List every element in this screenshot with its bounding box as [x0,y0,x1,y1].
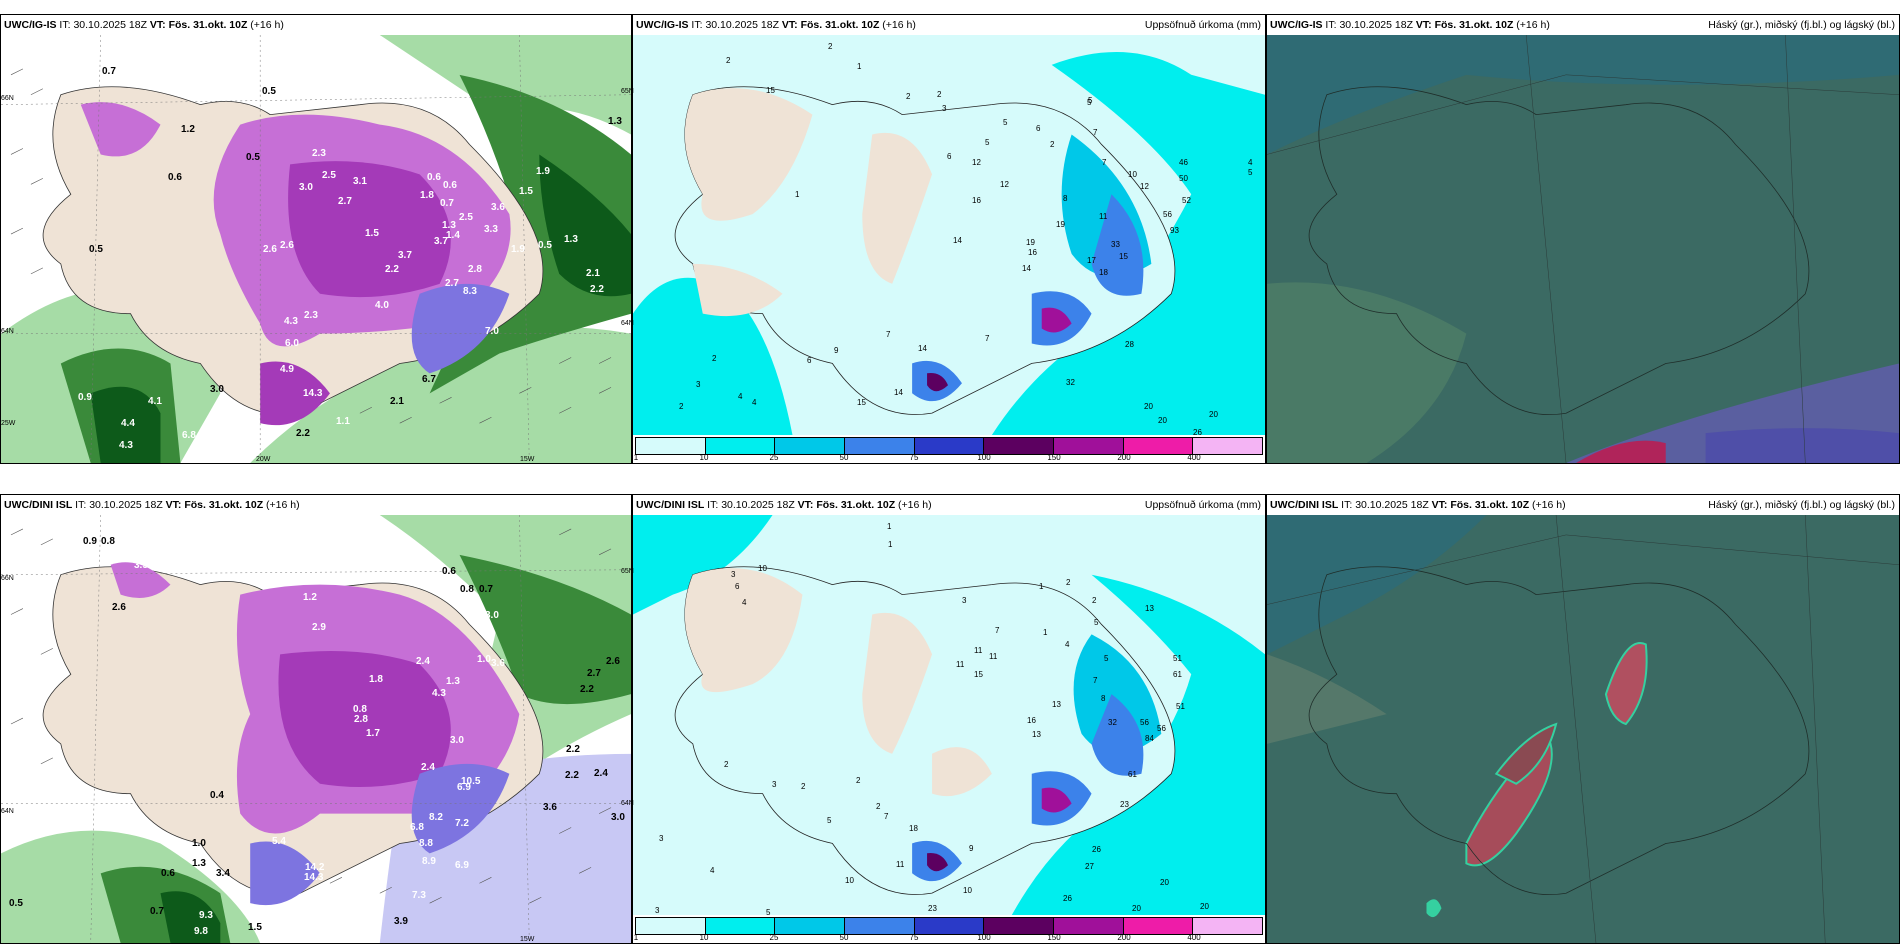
vt-label: VT: [797,499,814,511]
legend-tick: 25 [769,453,779,462]
precip-legend: 1 10 25 50 75 100 150 200 400 [633,915,1265,943]
lat-label: 66N [1,95,14,102]
cloud-panel-ig-is: UWC/IG-IS IT: 30.10.2025 18Z VT: Fös. 31… [1266,14,1900,464]
model-name: UWC/DINI ISL [4,499,73,511]
panel-header: UWC/DINI ISL IT: 30.10.2025 18Z VT: Fös.… [1,495,631,515]
valid-time: Fös. 31.okt. 10Z [816,499,896,511]
lat-label: 64N [621,320,634,327]
lat-label: 64N [1,328,14,335]
vt-label: VT: [165,499,182,511]
wind-panel-dini-isl: UWC/DINI ISL IT: 30.10.2025 18Z VT: Fös.… [0,494,632,944]
wind-map [1,35,631,463]
valid-time: Fös. 31.okt. 10Z [184,499,264,511]
lon-label: 20W [256,456,271,463]
valid-time: Fös. 31.okt. 10Z [1450,499,1530,511]
lat-label: 65N [621,568,634,575]
init-time: 30.10.2025 18Z [1339,19,1413,31]
vt-label: VT: [1431,499,1448,511]
legend-tick: 75 [909,453,919,462]
lead-time: (+16 h) [898,499,932,511]
it-label: IT: [75,499,87,511]
init-time: 30.10.2025 18Z [73,19,147,31]
legend-tick: 10 [699,933,709,942]
init-time: 30.10.2025 18Z [1355,499,1429,511]
legend-tick: 1 [633,453,639,462]
precip-legend: 1 10 25 50 75 100 150 200 400 [633,435,1265,463]
valid-time: Fös. 31.okt. 10Z [1434,19,1514,31]
precip-title: Uppsöfnuð úrkoma (mm) [1144,19,1261,31]
init-time: 30.10.2025 18Z [721,499,795,511]
wind-map [1,515,631,943]
precip-map [633,515,1265,915]
legend-tick: 100 [977,453,991,462]
lead-time: (+16 h) [1516,19,1550,31]
legend-tick: 50 [839,933,849,942]
precip-panel-dini-isl: UWC/DINI ISL IT: 30.10.2025 18Z VT: Fös.… [632,494,1266,944]
it-label: IT: [59,19,71,31]
lead-time: (+16 h) [882,19,916,31]
cloud-title: Háský (gr.), miðský (fj.bl.) og lágský (… [1708,19,1895,31]
legend-tick: 150 [1047,453,1061,462]
vt-label: VT: [1415,19,1432,31]
legend-tick: 200 [1117,933,1131,942]
panel-header: UWC/DINI ISL IT: 30.10.2025 18Z VT: Fös.… [1267,495,1899,515]
model-name: UWC/IG-IS [1270,19,1323,31]
legend-tick: 75 [909,933,919,942]
panel-header: UWC/IG-IS IT: 30.10.2025 18Z VT: Fös. 31… [1,15,631,35]
lat-label: 64N [621,800,634,807]
it-label: IT: [1325,19,1337,31]
lat-label: 64N [1,808,14,815]
lat-label: 65N [621,88,634,95]
it-label: IT: [1341,499,1353,511]
lead-time: (+16 h) [266,499,300,511]
valid-time: Fös. 31.okt. 10Z [800,19,880,31]
lat-label: 66N [1,575,14,582]
precip-map [633,35,1265,435]
lead-time: (+16 h) [250,19,284,31]
precip-panel-ig-is: UWC/IG-IS IT: 30.10.2025 18Z VT: Fös. 31… [632,14,1266,464]
legend-tick: 10 [699,453,709,462]
init-time: 30.10.2025 18Z [705,19,779,31]
legend-tick: 200 [1117,453,1131,462]
legend-tick: 1 [633,933,639,942]
wind-panel-ig-is: UWC/IG-IS IT: 30.10.2025 18Z VT: Fös. 31… [0,14,632,464]
model-name: UWC/DINI ISL [636,499,705,511]
cloud-title: Háský (gr.), miðský (fj.bl.) og lágský (… [1708,499,1895,511]
legend-tick: 25 [769,933,779,942]
panel-header: UWC/DINI ISL IT: 30.10.2025 18Z VT: Fös.… [633,495,1265,515]
precip-title: Uppsöfnuð úrkoma (mm) [1144,499,1261,511]
init-time: 30.10.2025 18Z [89,499,163,511]
lon-label: 25W [1,420,16,427]
panel-header: UWC/IG-IS IT: 30.10.2025 18Z VT: Fös. 31… [633,15,1265,35]
model-name: UWC/IG-IS [4,19,57,31]
lon-label: 15W [520,456,535,463]
lead-time: (+16 h) [1532,499,1566,511]
vt-label: VT: [781,19,798,31]
it-label: IT: [691,19,703,31]
cloud-map [1267,35,1899,463]
model-name: UWC/DINI ISL [1270,499,1339,511]
lon-label: 15W [520,936,535,943]
legend-tick: 400 [1187,933,1201,942]
valid-time: Fös. 31.okt. 10Z [168,19,248,31]
legend-tick: 50 [839,453,849,462]
model-name: UWC/IG-IS [636,19,689,31]
it-label: IT: [707,499,719,511]
legend-colorbar [635,437,1263,455]
vt-label: VT: [149,19,166,31]
legend-tick: 400 [1187,453,1201,462]
legend-tick: 100 [977,933,991,942]
legend-colorbar [635,917,1263,935]
legend-tick: 150 [1047,933,1061,942]
cloud-map [1267,515,1899,943]
cloud-panel-dini-isl: UWC/DINI ISL IT: 30.10.2025 18Z VT: Fös.… [1266,494,1900,944]
panel-header: UWC/IG-IS IT: 30.10.2025 18Z VT: Fös. 31… [1267,15,1899,35]
